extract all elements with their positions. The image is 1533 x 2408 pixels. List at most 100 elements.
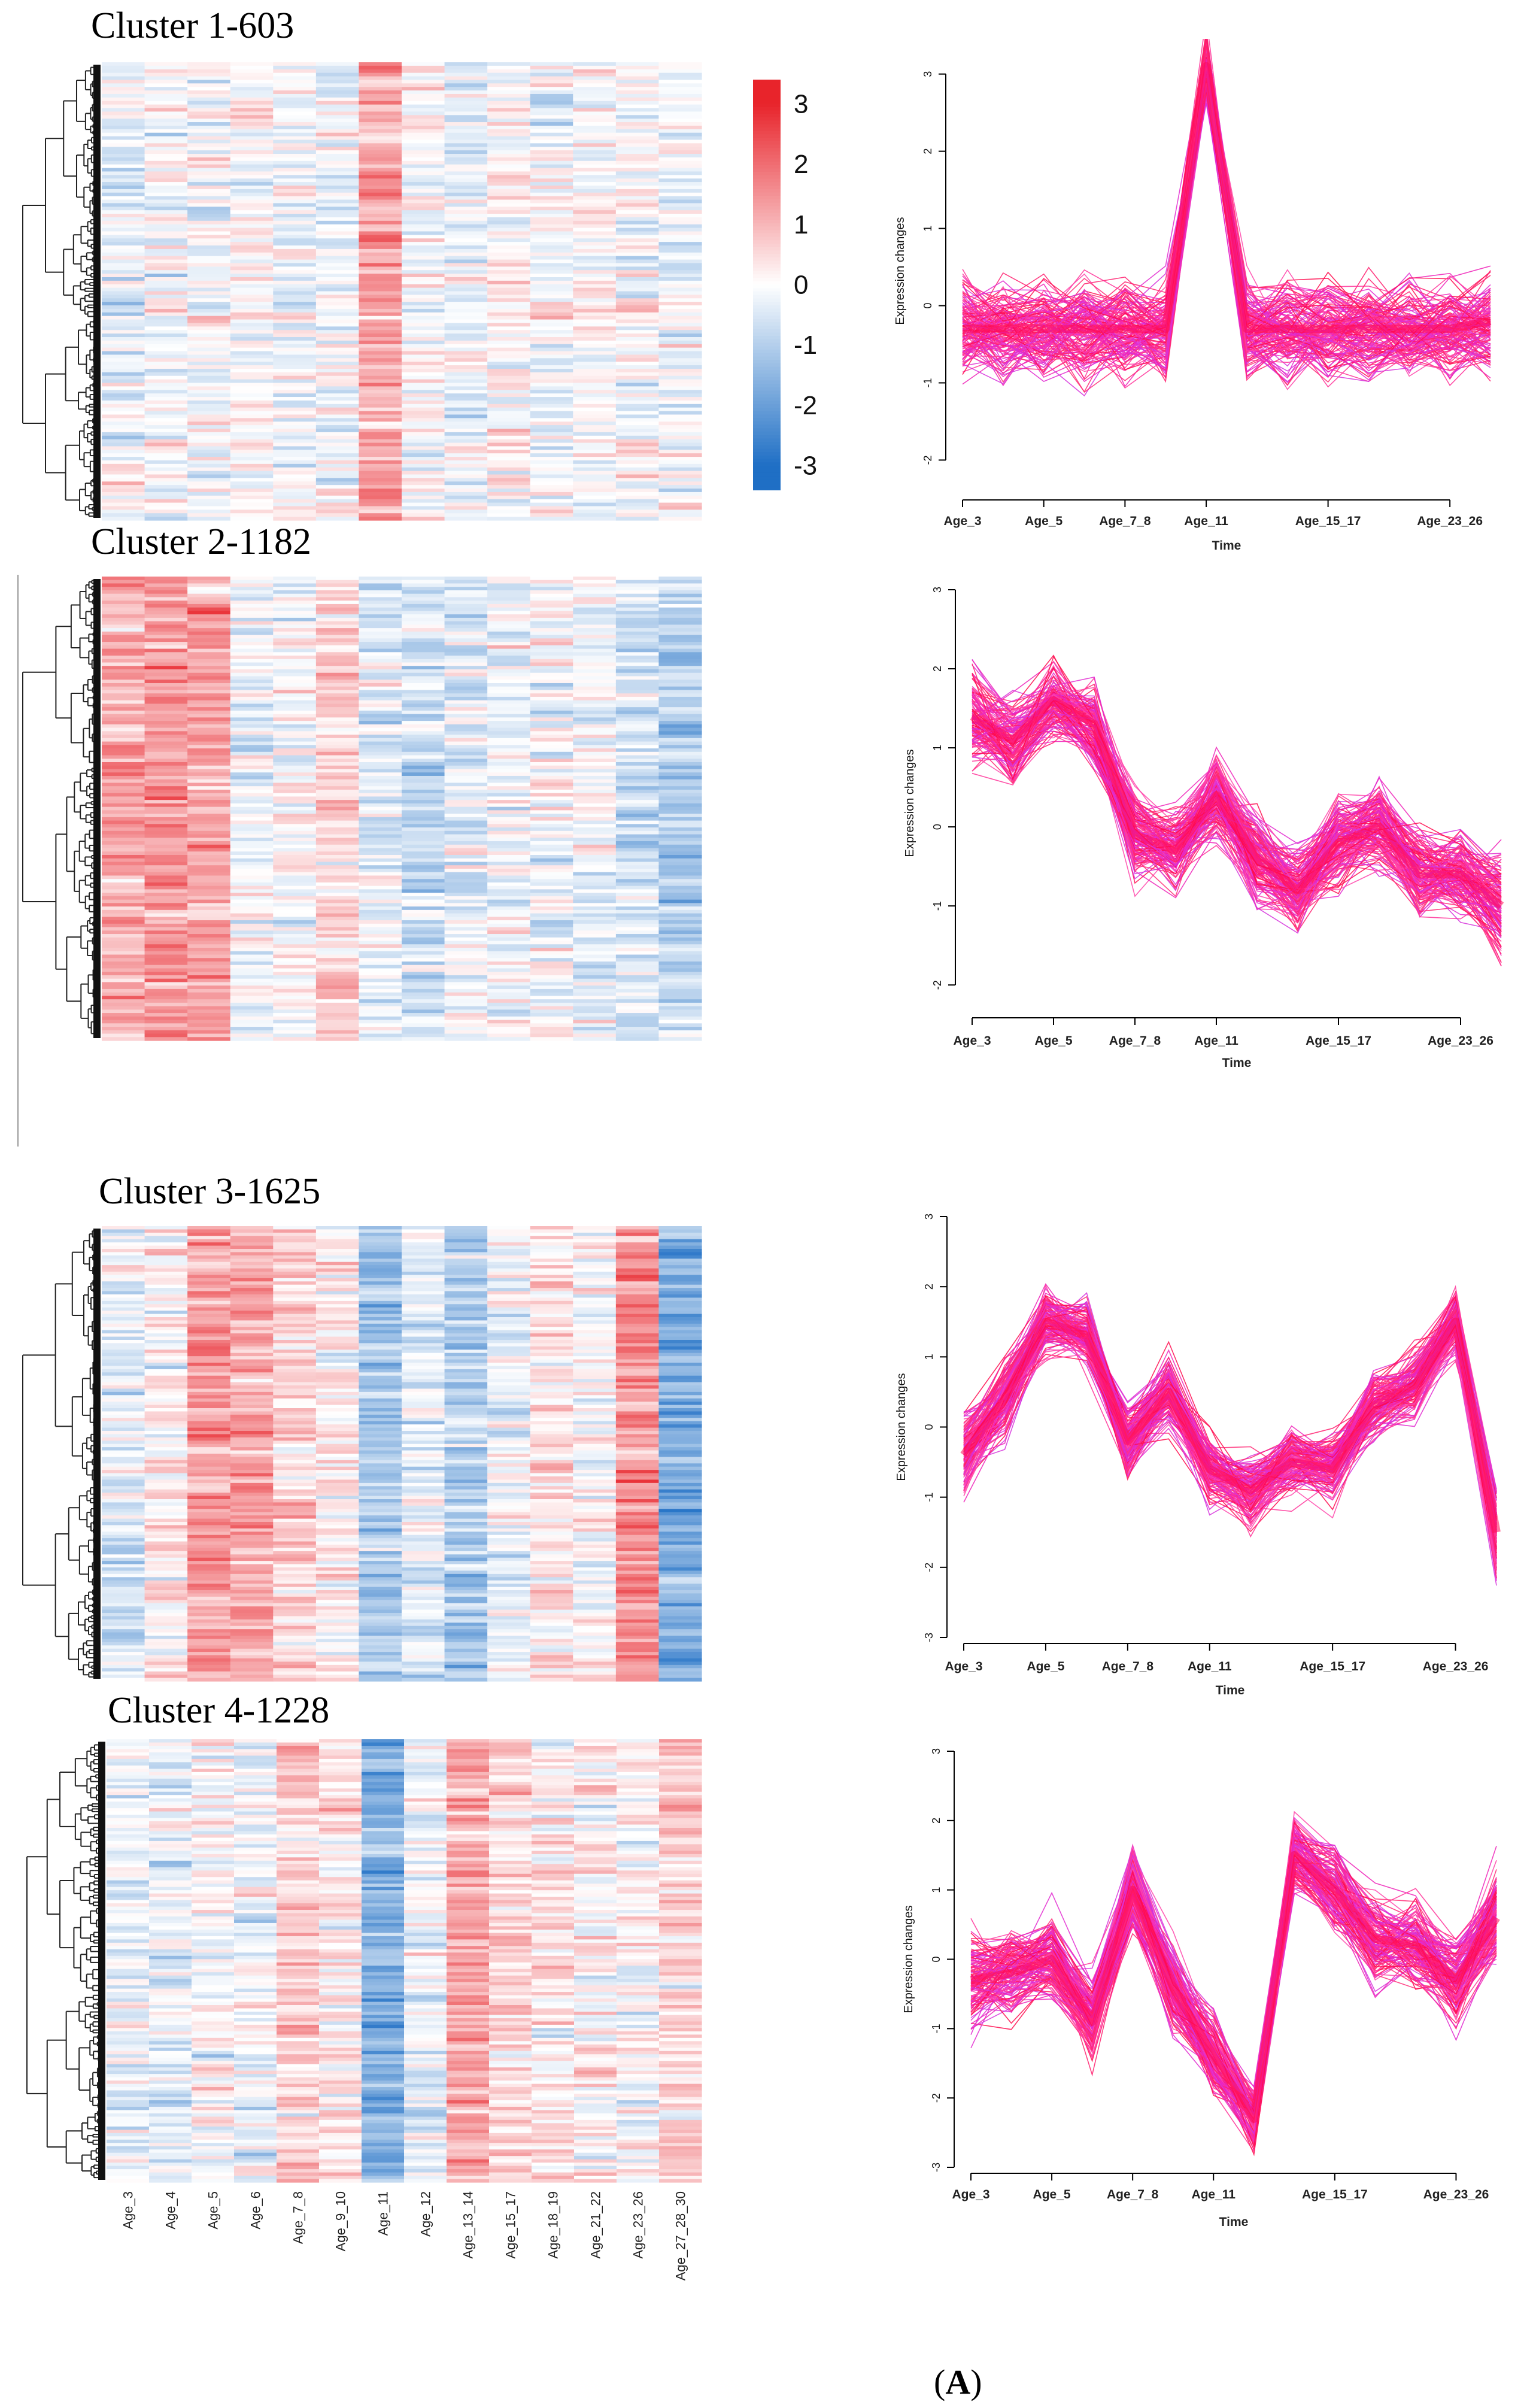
heatmap-cell [102, 90, 145, 95]
heatmap-cell [615, 1006, 660, 1010]
heatmap-cell [658, 710, 702, 715]
heatmap-cell [315, 274, 360, 278]
heatmap-cell [144, 1379, 188, 1383]
heatmap-cell [273, 407, 317, 412]
heatmap-cell [102, 1437, 145, 1441]
heatmap-cell [144, 930, 188, 935]
heatmap-cell [487, 903, 531, 907]
heatmap-cell [444, 108, 488, 112]
heatmap-cell [230, 927, 274, 931]
heatmap-cell [658, 467, 702, 472]
heatmap-cell [402, 906, 445, 911]
heatmap-cell [487, 214, 531, 218]
heatmap-cell [658, 157, 702, 162]
heatmap-cell [573, 492, 617, 496]
heatmap-cell [273, 404, 317, 408]
heatmap-cell [230, 69, 274, 74]
heatmap-cell [444, 489, 488, 493]
heatmap-cell [658, 171, 702, 175]
heatmap-cell [187, 326, 231, 330]
heatmap-cell [530, 727, 573, 732]
heatmap-cell [230, 354, 274, 359]
heatmap-cell [359, 192, 402, 197]
heatmap-cell [102, 372, 145, 377]
heatmap-cell [273, 666, 317, 670]
heatmap-cell [444, 245, 488, 250]
heatmap-cell [487, 485, 531, 489]
heatmap-cell [102, 1304, 145, 1308]
heatmap-cell [315, 693, 360, 697]
heatmap-cell [487, 851, 531, 856]
heatmap-cell [187, 917, 231, 921]
heatmap-cell [658, 185, 702, 190]
heatmap-cell [444, 968, 488, 972]
heatmap-cell [530, 868, 573, 873]
heatmap-cell [615, 721, 660, 725]
heatmap-cell [187, 90, 231, 95]
heatmap-cell [615, 439, 660, 444]
heatmap-cell [102, 893, 145, 897]
heatmap-cell [530, 1030, 573, 1035]
heatmap-cell [144, 1284, 188, 1288]
heatmap-cell [102, 1398, 145, 1402]
heatmap-cell [402, 214, 445, 218]
heatmap-cell [359, 817, 402, 821]
heatmap-cell [402, 680, 445, 684]
heatmap-cell [487, 738, 531, 742]
heatmap-cell [144, 1431, 188, 1435]
heatmap-cell [144, 909, 188, 914]
heatmap-cell [402, 231, 445, 235]
heatmap-cell [530, 274, 573, 278]
heatmap-cell [102, 696, 145, 701]
heatmap-cell [658, 72, 702, 77]
heatmap-cell [230, 495, 274, 500]
heatmap-cell [573, 305, 617, 310]
heatmap-cell [187, 913, 231, 917]
heatmap-cell [487, 700, 531, 705]
heatmap-cell [102, 1616, 145, 1620]
heatmap-cell [273, 714, 317, 718]
heatmap-cell [315, 347, 360, 352]
heatmap-cell [187, 703, 231, 708]
heatmap-cell [359, 210, 402, 214]
heatmap-cell [487, 690, 531, 694]
heatmap-cell [144, 617, 188, 622]
heatmap-cell [102, 185, 145, 190]
heatmap-cell [402, 485, 445, 489]
heatmap-cell [144, 707, 188, 711]
heatmap-cell [615, 460, 660, 465]
heatmap-cell [144, 1486, 188, 1490]
heatmap-cell [187, 390, 231, 394]
heatmap-cell [615, 751, 660, 756]
heatmap-cell [187, 238, 231, 242]
heatmap-cell [315, 868, 360, 873]
heatmap-cell [359, 295, 402, 299]
heatmap-cell [273, 108, 317, 112]
heatmap-cell [615, 358, 660, 362]
heatmap-cell [273, 277, 317, 281]
heatmap-cell [144, 1664, 188, 1669]
heatmap-cell [402, 1027, 445, 1031]
heatmap-cell [187, 948, 231, 952]
heatmap-cell [273, 506, 317, 510]
heatmap-cell [359, 224, 402, 229]
heatmap-cell [144, 934, 188, 938]
heatmap-cell [487, 645, 531, 650]
heatmap-cell [615, 700, 660, 705]
heatmap-cell [144, 1236, 188, 1240]
heatmap-cell [573, 69, 617, 74]
heatmap-cell [187, 499, 231, 504]
heatmap-cell [273, 351, 317, 356]
heatmap-1-column-Age_27_28_30 [658, 62, 702, 521]
heatmap-cell [102, 259, 145, 264]
heatmap-cell [144, 266, 188, 271]
heatmap-cell [487, 672, 531, 677]
heatmap-cell [359, 951, 402, 956]
heatmap-cell [530, 958, 573, 962]
heatmap-cell [144, 340, 188, 345]
heatmap-cell [187, 414, 231, 418]
heatmap-cell [102, 238, 145, 242]
heatmap-cell [102, 1447, 145, 1451]
heatmap-cell [487, 762, 531, 766]
heatmap-cell [144, 1577, 188, 1581]
